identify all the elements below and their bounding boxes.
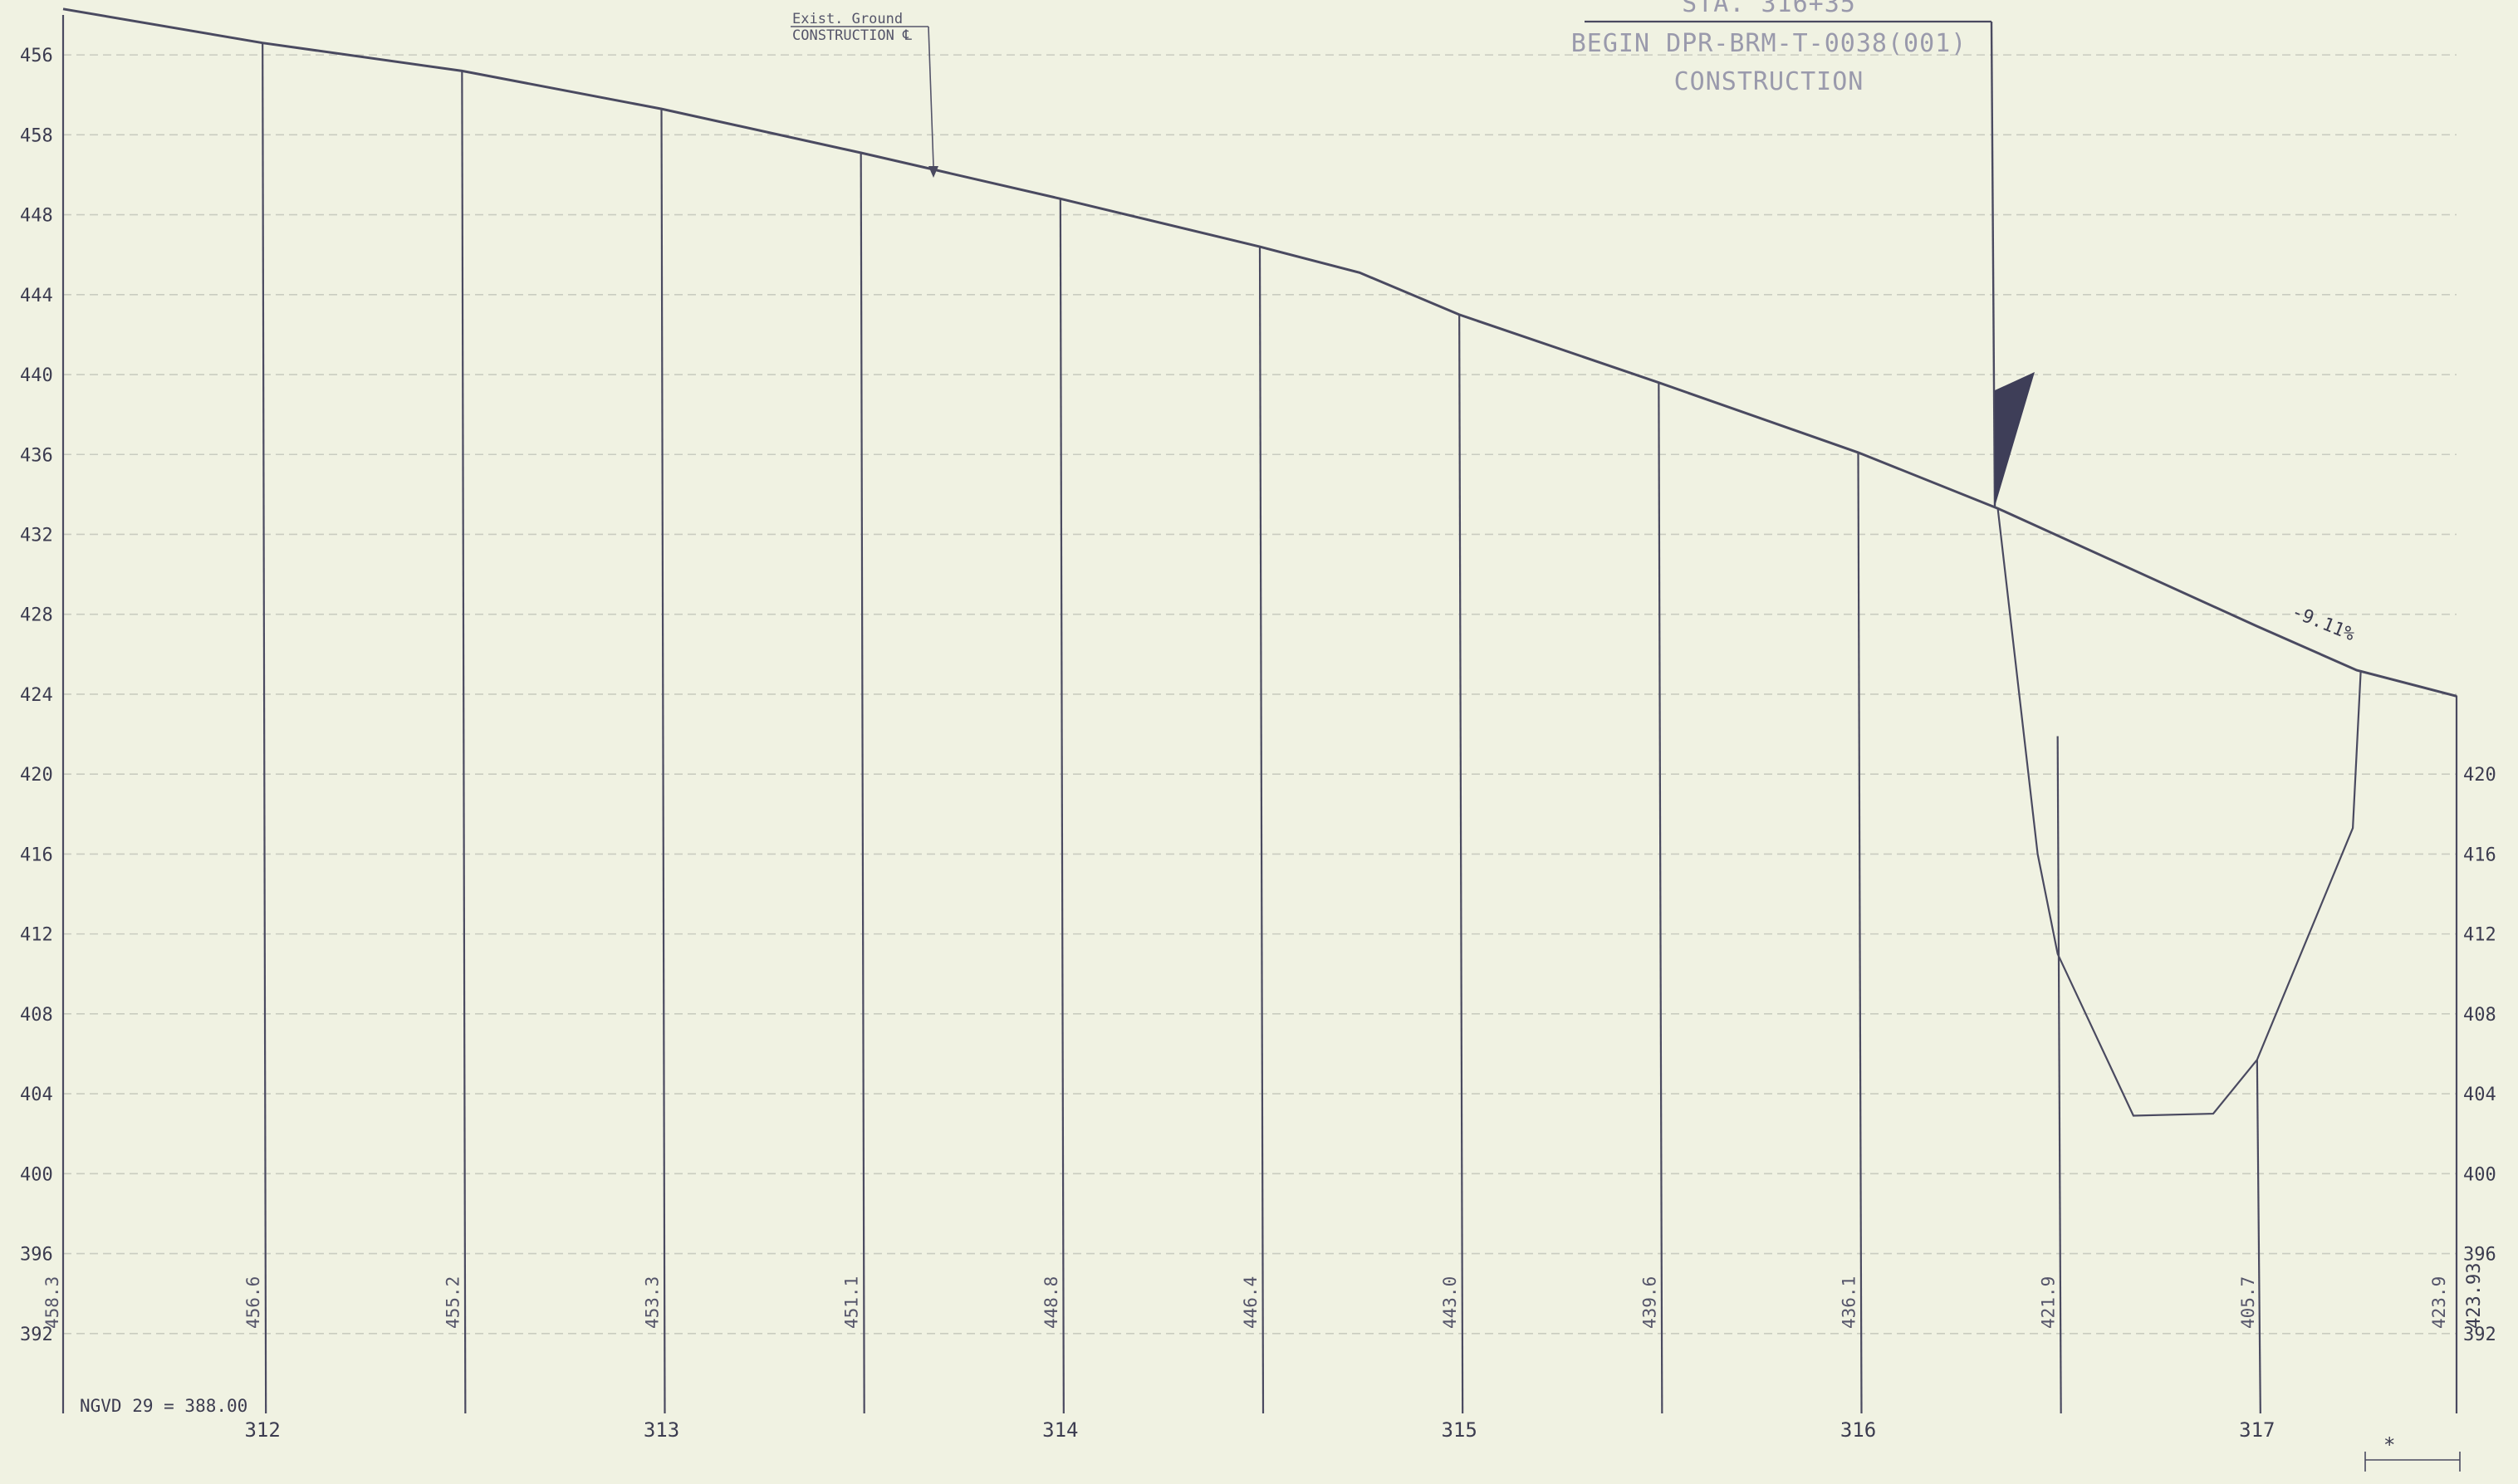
elevation-label-left: 428	[20, 605, 53, 626]
elevation-label-right: 408	[2463, 1005, 2496, 1026]
station-ordinate	[461, 71, 467, 1414]
ordinate-value: 455.2	[443, 1276, 463, 1329]
station-ordinate	[660, 109, 666, 1414]
elevation-label-left: 416	[20, 845, 53, 865]
station-tick-label: 316	[1840, 1418, 1876, 1442]
ordinate-value: 421.9	[2039, 1276, 2059, 1329]
elevation-label-left: 448	[20, 206, 53, 227]
elevation-label-left: 420	[20, 765, 53, 786]
station-ordinate	[262, 42, 267, 1414]
ground-line	[62, 7, 2457, 698]
ordinate-value: 448.8	[1041, 1276, 1061, 1329]
ordinate-value: 436.1	[1840, 1276, 1859, 1329]
station-label: STA. 316+35	[1682, 0, 1856, 18]
ordinate-value: 443.0	[1440, 1276, 1460, 1329]
elevation-label-left: 444	[20, 286, 53, 306]
elevation-label-right: 420	[2463, 765, 2496, 786]
station-ordinate	[1258, 247, 1265, 1414]
elevation-label-right: 416	[2463, 845, 2496, 865]
elevation-label-left: 456	[20, 46, 53, 66]
callout-arrow-icon	[928, 166, 938, 178]
asterisk-label: *	[2383, 1433, 2395, 1457]
ordinate-value: 405.7	[2238, 1276, 2258, 1329]
ordinate-value: 456.6	[243, 1276, 263, 1329]
elevation-label-left: 436	[20, 445, 53, 466]
elevation-label-left: 424	[20, 685, 53, 706]
station-ordinate	[1458, 314, 1464, 1414]
elevation-label-right: 396	[2463, 1245, 2496, 1266]
ditch-line	[1996, 508, 2362, 1117]
elevation-label-right: 392	[2463, 1325, 2496, 1345]
ordinate-value: 423.9	[2429, 1276, 2449, 1329]
elevation-label-right: 412	[2463, 925, 2496, 946]
axis-labels: 456 458 448 444 440 436 432 428 424 420 416 412 408 4…	[20, 46, 2496, 1442]
elevation-label-left: 412	[20, 925, 53, 946]
ordinate-value: 446.4	[1241, 1276, 1261, 1329]
elevation-grid	[61, 15, 2458, 1413]
end-elevation-label: 423.93	[2464, 1263, 2485, 1329]
grade-label: -9.11%	[2289, 601, 2358, 645]
elevation-label-left: 400	[20, 1164, 53, 1185]
existing-ground-profile	[62, 7, 2457, 1117]
elevation-label-left: 408	[20, 1005, 53, 1026]
elevation-label-left: 458	[20, 125, 53, 146]
ordinate-value: 453.3	[643, 1276, 663, 1329]
begin-flag-icon	[1995, 372, 2035, 507]
dimension-marker: *	[2364, 1433, 2461, 1472]
station-tick-label: 312	[244, 1418, 280, 1442]
elevation-label-right: 400	[2463, 1164, 2496, 1185]
elevation-label-left: 432	[20, 525, 53, 546]
construction-cl-label: CONSTRUCTION ℄	[792, 27, 912, 44]
ordinate-value: 439.6	[1639, 1276, 1659, 1329]
station-ordinate	[1857, 452, 1863, 1414]
station-ordinates: 458.3 456.6 455.2 453.3 451.1 448.8 446.4 443.0…	[42, 42, 2449, 1414]
elevation-label-left: 440	[20, 365, 53, 386]
begin-project-label: BEGIN DPR-BRM-T-0038(001)	[1571, 29, 1967, 58]
elevation-label-left: 404	[20, 1085, 53, 1105]
station-tick-label: 314	[1042, 1418, 1078, 1442]
station-callout: STA. 316+35 BEGIN DPR-BRM-T-0038(001) CO…	[1571, 0, 2035, 507]
elevation-label-left: 392	[20, 1325, 53, 1345]
datum-note: NGVD 29 = 388.00	[80, 1396, 247, 1416]
station-tick-label: 317	[2239, 1418, 2275, 1442]
station-ordinate	[1658, 382, 1663, 1414]
exist-ground-label: Exist. Ground	[792, 11, 903, 27]
station-ordinate	[1059, 198, 1065, 1414]
construction-label: CONSTRUCTION	[1674, 67, 1864, 96]
elevation-label-left: 396	[20, 1245, 53, 1266]
elevation-label-right: 404	[2463, 1085, 2496, 1105]
station-ordinate	[860, 152, 865, 1414]
station-tick-label: 315	[1441, 1418, 1477, 1442]
ordinate-value: 451.1	[842, 1276, 862, 1329]
station-tick-label: 313	[644, 1418, 679, 1442]
station-ordinate	[2056, 736, 2062, 1414]
exist-ground-callout: Exist. Ground CONSTRUCTION ℄	[791, 11, 938, 178]
ordinate-value: 458.3	[42, 1276, 62, 1329]
station-ordinate	[2256, 1060, 2261, 1414]
